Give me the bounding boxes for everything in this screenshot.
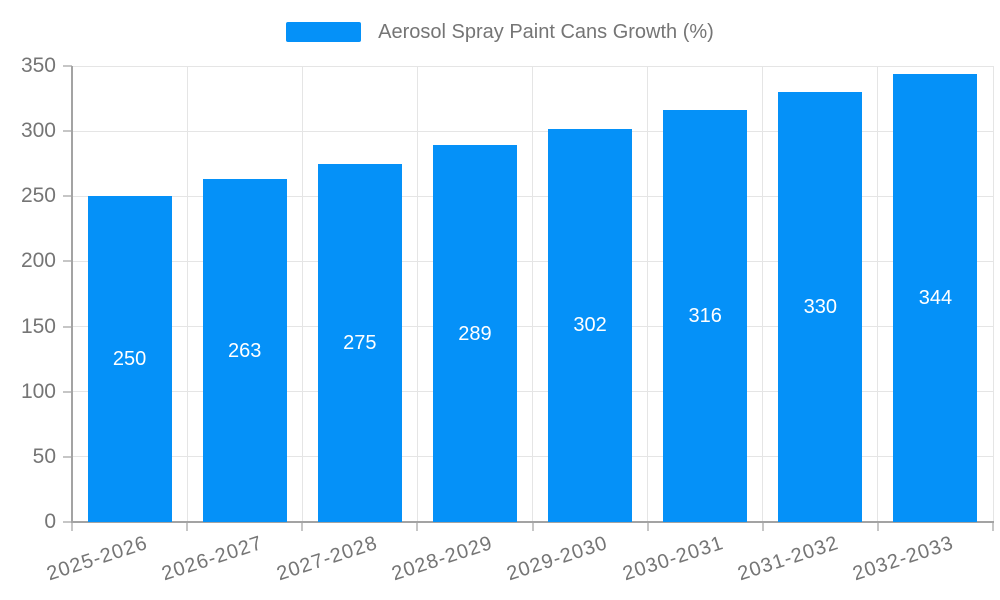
bar-value-label-2026-2027: 263: [228, 339, 262, 362]
bar-value-label-2027-2028: 275: [343, 331, 377, 354]
y-axis-line: [71, 66, 73, 522]
bar-2031-2032: [778, 92, 863, 522]
x-tick-label-2029-2030: 2029-2030: [504, 532, 611, 586]
x-tick-mark-6: [761, 522, 764, 531]
bar-value-label-2025-2026: 250: [112, 348, 147, 371]
y-tick-mark-50: [63, 455, 72, 458]
y-tick-label-200: 200: [20, 249, 56, 273]
bar-2032-2033: [893, 73, 978, 522]
legend-swatch: [286, 22, 362, 42]
legend-label: Aerosol Spray Paint Cans Growth (%): [378, 20, 714, 43]
bar-value-label-2031-2032: 330: [803, 296, 837, 319]
bar-value-label-2030-2031: 316: [688, 305, 722, 328]
x-tick-mark-8: [992, 522, 994, 531]
bar-value-label-2028-2029: 289: [458, 322, 492, 345]
bar-2025-2026: [87, 196, 172, 522]
y-tick-mark-150: [63, 325, 72, 328]
y-tick-mark-250: [63, 195, 72, 198]
y-tick-label-100: 100: [20, 379, 56, 403]
x-tick-mark-7: [876, 522, 879, 531]
x-tick-mark-3: [416, 522, 419, 531]
x-tick-mark-1: [186, 522, 189, 531]
gridline-x-3: [416, 66, 418, 522]
x-tick-mark-4: [531, 522, 534, 531]
bar-2026-2027: [202, 179, 287, 522]
x-tick-label-2030-2031: 2030-2031: [619, 532, 726, 586]
y-tick-mark-100: [63, 390, 72, 393]
y-tick-label-150: 150: [20, 314, 56, 338]
y-tick-mark-350: [63, 65, 72, 67]
x-tick-label-2026-2027: 2026-2027: [159, 532, 266, 586]
x-tick-label-2031-2032: 2031-2032: [734, 532, 842, 586]
y-tick-mark-0: [63, 521, 72, 523]
x-tick-label-2027-2028: 2027-2028: [274, 532, 381, 586]
y-tick-label-350: 350: [20, 54, 56, 77]
x-tick-mark-2: [301, 522, 304, 531]
y-tick-label-50: 50: [32, 444, 56, 468]
gridline-x-4: [532, 66, 533, 522]
bar-value-label-2032-2033: 344: [918, 286, 953, 309]
gridline-x-2: [301, 66, 303, 522]
bar-2029-2030: [548, 128, 633, 522]
x-tick-label-2028-2029: 2028-2029: [389, 532, 496, 586]
gridline-x-8: [992, 66, 994, 522]
chart-legend[interactable]: Aerosol Spray Paint Cans Growth (%): [0, 18, 1000, 46]
y-tick-label-0: 0: [44, 510, 56, 533]
gridline-x-5: [647, 66, 649, 522]
x-tick-mark-5: [646, 522, 649, 531]
gridline-x-6: [762, 66, 764, 522]
y-tick-mark-200: [63, 260, 72, 263]
bar-value-label-2029-2030: 302: [573, 314, 607, 337]
x-tick-mark-0: [71, 522, 73, 531]
x-tick-label-2032-2033: 2032-2033: [849, 532, 957, 586]
bar-2030-2031: [663, 110, 748, 522]
bar-2028-2029: [432, 145, 517, 522]
bar-2027-2028: [317, 163, 402, 522]
gridline-x-1: [186, 66, 188, 522]
x-tick-label-2025-2026: 2025-2026: [44, 532, 151, 586]
y-tick-label-250: 250: [20, 184, 56, 208]
y-tick-label-300: 300: [20, 119, 56, 143]
x-axis-line: [71, 521, 994, 523]
gridline-x-7: [877, 66, 879, 522]
y-tick-mark-300: [63, 130, 72, 133]
